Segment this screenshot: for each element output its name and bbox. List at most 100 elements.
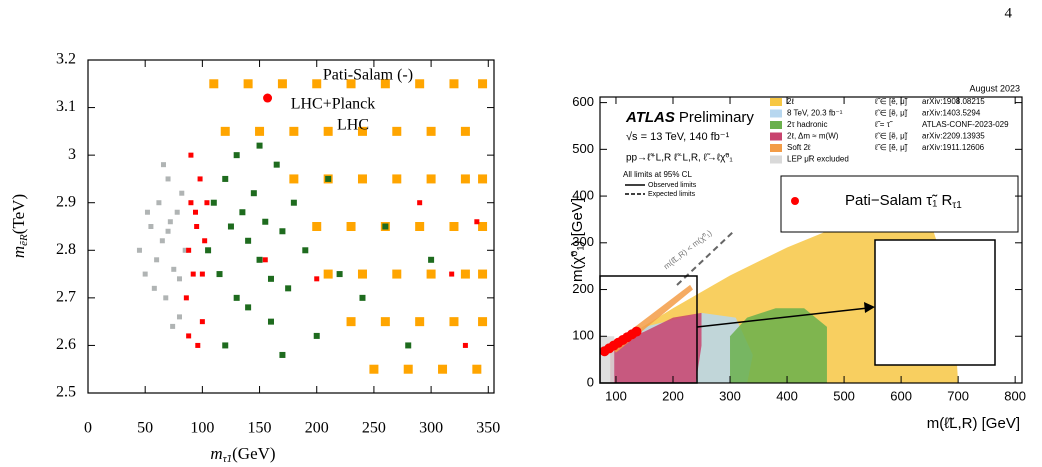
x-label-sub: τ̃1 bbox=[223, 453, 232, 465]
point bbox=[202, 238, 208, 244]
point bbox=[415, 79, 425, 89]
point bbox=[163, 295, 169, 301]
legend-name: 2ℓ bbox=[787, 97, 794, 106]
point bbox=[392, 269, 402, 279]
arrowhead bbox=[864, 302, 875, 313]
x-tick-label: 300 bbox=[419, 420, 443, 437]
y-axis-label: mẽR(TeV) bbox=[9, 194, 30, 258]
legend-swatch bbox=[770, 98, 782, 106]
point bbox=[357, 174, 367, 184]
y-tick-label: 2.5 bbox=[56, 384, 76, 401]
point bbox=[233, 294, 240, 301]
point bbox=[462, 342, 468, 348]
point bbox=[460, 269, 470, 279]
point bbox=[323, 269, 333, 279]
x-label-main: m bbox=[210, 444, 222, 463]
annotation: LHC+Planck bbox=[291, 96, 376, 113]
point bbox=[369, 364, 379, 374]
point bbox=[182, 247, 188, 253]
point bbox=[193, 209, 199, 215]
point bbox=[142, 271, 148, 277]
point bbox=[267, 275, 274, 282]
point bbox=[165, 228, 171, 234]
annotation: Pati-Salam (-) bbox=[323, 67, 413, 84]
point bbox=[245, 304, 252, 311]
point bbox=[357, 269, 367, 279]
point bbox=[256, 142, 263, 149]
point bbox=[199, 271, 205, 277]
page-number: 4 bbox=[1005, 5, 1013, 21]
legend-ref: arXiv:2209.13935 bbox=[922, 132, 985, 141]
diagonal-label: m(ℓ̃L,R) < m(χ̃⁰₁) bbox=[662, 228, 714, 271]
point bbox=[243, 79, 253, 89]
point bbox=[449, 317, 459, 327]
point bbox=[426, 269, 436, 279]
y-tick-label: 400 bbox=[572, 188, 594, 203]
y-tick-label: 3.2 bbox=[56, 51, 76, 68]
y-label-unit: (TeV) bbox=[9, 194, 28, 234]
x-tick-label: 0 bbox=[84, 420, 92, 437]
point bbox=[405, 342, 412, 349]
x-tick-label: 100 bbox=[190, 420, 214, 437]
legend-swatch bbox=[770, 121, 782, 129]
point bbox=[165, 176, 171, 182]
point bbox=[290, 199, 297, 206]
point bbox=[194, 224, 200, 229]
x-axis-label: mτ̃1(GeV) bbox=[210, 444, 275, 465]
inset-source bbox=[599, 275, 698, 384]
plot-frame bbox=[599, 96, 1023, 384]
y-tick-label: 2.9 bbox=[56, 193, 76, 210]
point bbox=[478, 317, 488, 327]
point bbox=[478, 174, 488, 184]
point bbox=[176, 276, 182, 282]
point bbox=[325, 175, 332, 182]
point bbox=[148, 224, 154, 229]
point bbox=[222, 175, 229, 182]
legend-slepton: ℓ̃ ∈ [ẽ, μ̃] bbox=[874, 143, 908, 152]
point bbox=[179, 190, 185, 196]
point bbox=[415, 317, 425, 327]
point bbox=[250, 190, 257, 197]
annotation: LHC bbox=[337, 117, 369, 134]
y-label-main: m bbox=[9, 246, 28, 258]
point bbox=[262, 257, 268, 263]
legend-slepton: ℓ̃ ∈ [ẽ, μ̃] bbox=[874, 132, 908, 141]
point bbox=[256, 256, 263, 263]
point bbox=[346, 317, 356, 327]
point bbox=[199, 319, 205, 325]
point bbox=[392, 126, 402, 136]
benchmark-point bbox=[631, 326, 642, 337]
legend-swatch bbox=[770, 109, 782, 118]
point bbox=[144, 209, 150, 215]
limit-region bbox=[610, 312, 702, 383]
point bbox=[262, 218, 269, 225]
point bbox=[289, 126, 299, 136]
legend-ref: arXiv:1403.5294 bbox=[922, 109, 981, 118]
point bbox=[227, 223, 234, 230]
legend-slepton: ℓ̃ ∈ [ẽ, μ̃] bbox=[874, 109, 908, 118]
point bbox=[346, 79, 356, 89]
point bbox=[190, 271, 196, 277]
legend-name: Soft 2ℓ bbox=[787, 143, 811, 152]
y-tick-label: 3 bbox=[68, 146, 76, 163]
point bbox=[136, 247, 142, 253]
point bbox=[186, 333, 192, 339]
point bbox=[204, 200, 210, 206]
benchmark-box bbox=[780, 175, 1019, 233]
point bbox=[346, 222, 356, 231]
x-tick-label: 200 bbox=[662, 388, 684, 403]
experiment: ATLAS bbox=[625, 109, 675, 126]
legend-name: 2ℓ, Δm ≈ m(W) bbox=[787, 132, 839, 141]
point bbox=[220, 126, 230, 136]
y-tick-label: 100 bbox=[572, 328, 594, 343]
benchmark-legend-dot bbox=[791, 197, 799, 205]
point bbox=[210, 199, 217, 206]
y-label-sub: ẽR bbox=[18, 234, 30, 246]
inset-arrow bbox=[696, 307, 869, 328]
point bbox=[277, 79, 287, 89]
point bbox=[159, 238, 165, 244]
y-axis-label: m(χ̃⁰₁) [GeV] bbox=[569, 198, 586, 282]
point bbox=[195, 342, 201, 348]
point bbox=[472, 364, 482, 374]
